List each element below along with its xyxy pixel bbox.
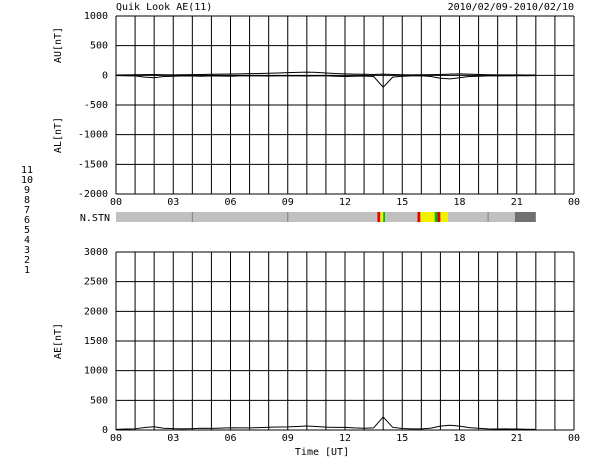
x-axis-label: Time [UT] [295,447,349,458]
station-segment [420,212,435,222]
x-tick-label: 00 [110,433,122,444]
station-segment [417,212,421,222]
station-legend-entry: 6 [24,215,30,226]
station-legend-entry: 4 [24,235,30,246]
x-tick-label: 00 [568,197,580,208]
y-tick-label: 500 [90,395,108,406]
y-tick-label: 0 [102,425,108,436]
x-tick-label: 21 [511,197,523,208]
x-tick-label: 12 [339,197,351,208]
x-tick-label: 09 [282,433,294,444]
y-axis-label: AE[nT] [53,323,64,359]
y-axis-label: AL[nT] [53,117,64,153]
station-legend-entry: 1 [24,265,30,276]
station-segment [437,212,441,222]
station-legend-entry: 8 [24,195,30,206]
x-tick-label: 21 [511,433,523,444]
chart-title: Quik Look AE(11) [116,2,212,13]
x-tick-label: 15 [396,433,408,444]
y-tick-label: -500 [84,100,108,111]
station-segment [116,212,378,222]
y-tick-label: 500 [90,41,108,52]
x-tick-label: 12 [339,433,351,444]
station-legend-entry: 3 [24,245,30,256]
station-legend-entry: 11 [21,165,33,176]
x-tick-label: 18 [453,433,465,444]
x-tick-label: 15 [396,197,408,208]
date-range: 2010/02/09-2010/02/10 [448,2,574,13]
x-tick-label: 06 [224,197,236,208]
data-line [115,75,536,88]
data-line [115,71,536,76]
x-tick-label: 00 [568,433,580,444]
station-segment [385,212,418,222]
x-tick-label: 00 [110,197,122,208]
x-tick-label: 03 [167,197,179,208]
y-tick-label: 2500 [84,277,108,288]
y-tick-label: 3000 [84,247,108,258]
station-segment [380,212,384,222]
x-tick-label: 09 [282,197,294,208]
station-segment [383,212,386,222]
y-tick-label: -2000 [78,189,108,200]
station-legend-entry: 5 [24,225,30,236]
station-segment [434,212,438,222]
y-tick-label: 1000 [84,366,108,377]
station-segment [440,212,449,222]
data-line [115,416,536,430]
station-label: N.STN [80,213,110,224]
y-tick-label: -1500 [78,159,108,170]
x-tick-label: 06 [224,433,236,444]
y-tick-label: 1500 [84,336,108,347]
y-axis-label: AU[nT] [53,27,64,63]
station-segment [377,212,381,222]
station-segment [448,212,515,222]
y-tick-label: 1000 [84,11,108,22]
station-legend-entry: 2 [24,255,30,266]
y-tick-label: -1000 [78,130,108,141]
y-tick-label: 2000 [84,306,108,317]
y-tick-label: 0 [102,70,108,81]
x-tick-label: 18 [453,197,465,208]
station-segment [514,212,536,222]
station-legend-entry: 9 [24,185,30,196]
station-legend-entry: 7 [24,205,30,216]
station-legend-entry: 10 [21,175,33,186]
x-tick-label: 03 [167,433,179,444]
